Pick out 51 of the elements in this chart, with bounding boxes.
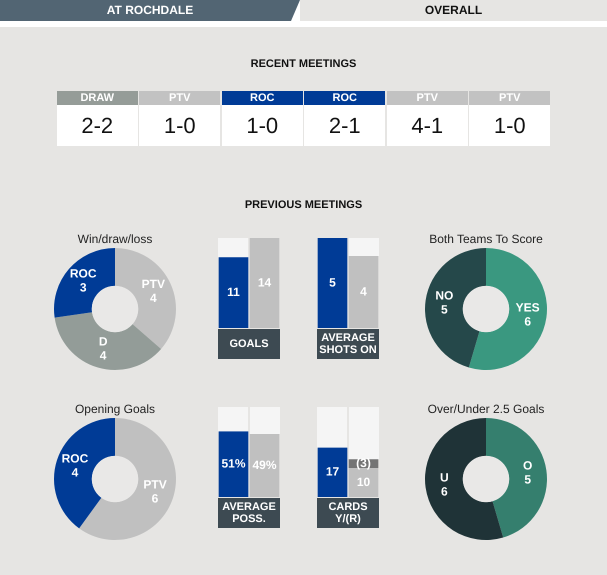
x-axis-title: GOALS [218, 329, 280, 359]
data-label: 5 [524, 472, 532, 486]
data-label: 51% [221, 456, 246, 471]
chart-title: Win/draw/loss [76, 232, 154, 246]
text: OVERALL [300, 0, 607, 21]
text: 2-1 [304, 105, 386, 146]
data-label: 3 [80, 280, 87, 295]
category-label: PTV [139, 91, 220, 105]
slice-label: YES [516, 300, 540, 314]
data-label: 49% [252, 458, 277, 472]
category-label: ROC [222, 91, 303, 105]
x-axis-title: AVERAGE SHOTS ON [317, 329, 379, 359]
slice-label: NO [435, 288, 454, 302]
chart-title: Opening Goals [74, 402, 156, 416]
category-label: DRAW [56, 91, 138, 105]
data-label: 4 [150, 290, 157, 305]
data-label: 6 [440, 484, 448, 498]
text: 1-0 [222, 105, 303, 146]
data-label: 10 [356, 474, 370, 489]
slice-label: ROC [70, 266, 97, 281]
text: 1-0 [469, 105, 550, 146]
text: RECENT MEETINGS [250, 58, 358, 70]
slice-label: D [98, 334, 108, 349]
slice-label: PTV [143, 477, 167, 492]
category-label: PTV [386, 91, 468, 105]
data-label: 17 [326, 464, 340, 479]
x-axis-title: CARDS Y/(R) [317, 498, 379, 528]
chart-title: Both Teams To Score [428, 232, 544, 246]
slice-label: PTV [142, 276, 165, 291]
data-label: 5 [329, 275, 336, 290]
data-label: (3) [356, 456, 371, 470]
data-label: 6 [152, 491, 159, 506]
text: 2-2 [56, 105, 138, 146]
slice-label: O [522, 458, 532, 472]
data-label: 4 [360, 284, 368, 298]
data-label: 4 [100, 348, 107, 363]
x-axis-title: AVERAGE POSS. [218, 498, 280, 528]
slice-label: ROC [62, 451, 89, 466]
slice-label: U [440, 470, 449, 484]
data-label: 14 [258, 275, 272, 290]
category-label: PTV [469, 91, 550, 105]
data-label: 4 [72, 465, 79, 480]
data-label: 11 [227, 284, 240, 299]
chart-title: Over/Under 2.5 Goals [426, 402, 546, 416]
data-label: 5 [440, 302, 448, 316]
data-label: 6 [524, 314, 532, 328]
category-label: ROC [304, 91, 386, 105]
text: 4-1 [386, 105, 468, 146]
text: AT ROCHDALE [0, 0, 300, 21]
text: 1-0 [139, 105, 220, 146]
text: PREVIOUS MEETINGS [244, 199, 364, 211]
